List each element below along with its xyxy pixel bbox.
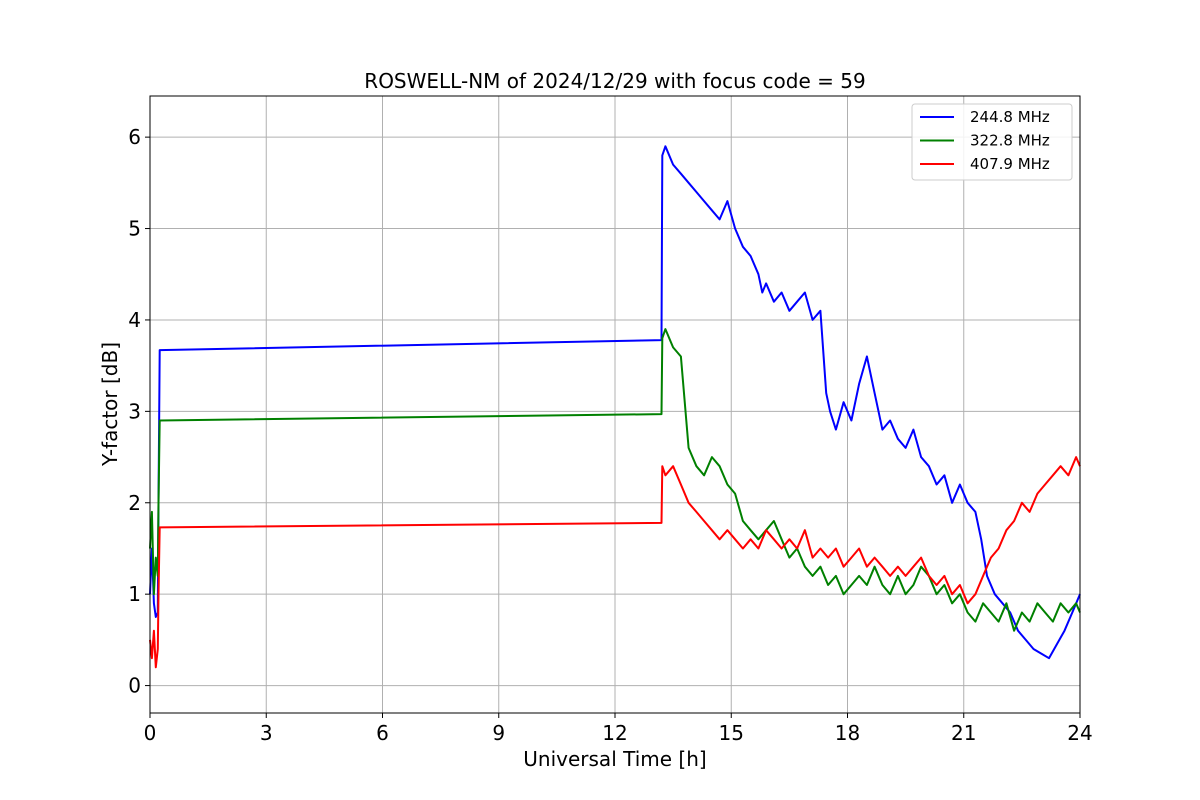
y-tick-label: 6 xyxy=(128,125,141,149)
y-axis-label: Y-factor [dB] xyxy=(98,342,122,467)
x-tick-label: 18 xyxy=(835,721,860,745)
x-tick-label: 6 xyxy=(376,721,389,745)
legend-label-1: 244.8 MHz xyxy=(970,108,1050,126)
legend-label-3: 407.9 MHz xyxy=(970,155,1050,173)
legend: 244.8 MHz 322.8 MHz 407.9 MHz xyxy=(911,103,1073,181)
y-tick-label: 4 xyxy=(128,308,141,332)
x-tick-label: 0 xyxy=(144,721,157,745)
legend-label-2: 322.8 MHz xyxy=(970,132,1050,150)
chart-title: ROSWELL-NM of 2024/12/29 with focus code… xyxy=(364,69,865,93)
y-tick-label: 0 xyxy=(128,674,141,698)
series-layer xyxy=(149,145,1081,669)
series-line-2 xyxy=(149,328,1081,632)
legend-box xyxy=(911,103,1073,181)
x-tick-label: 3 xyxy=(260,721,273,745)
x-tick-label: 9 xyxy=(492,721,505,745)
x-axis-label: Universal Time [h] xyxy=(523,747,706,771)
series-line-3 xyxy=(149,456,1081,669)
series-line-1 xyxy=(149,145,1081,660)
x-tick-label: 12 xyxy=(602,721,627,745)
x-tick-label: 21 xyxy=(951,721,976,745)
y-tick-label: 2 xyxy=(128,491,141,515)
y-tick-label: 5 xyxy=(128,217,141,241)
x-tick-label: 24 xyxy=(1067,721,1092,745)
y-tick-label: 1 xyxy=(128,582,141,606)
legend-items: 244.8 MHz 322.8 MHz 407.9 MHz xyxy=(920,108,1050,173)
y-tick-label: 3 xyxy=(128,399,141,423)
x-tick-label: 15 xyxy=(719,721,744,745)
